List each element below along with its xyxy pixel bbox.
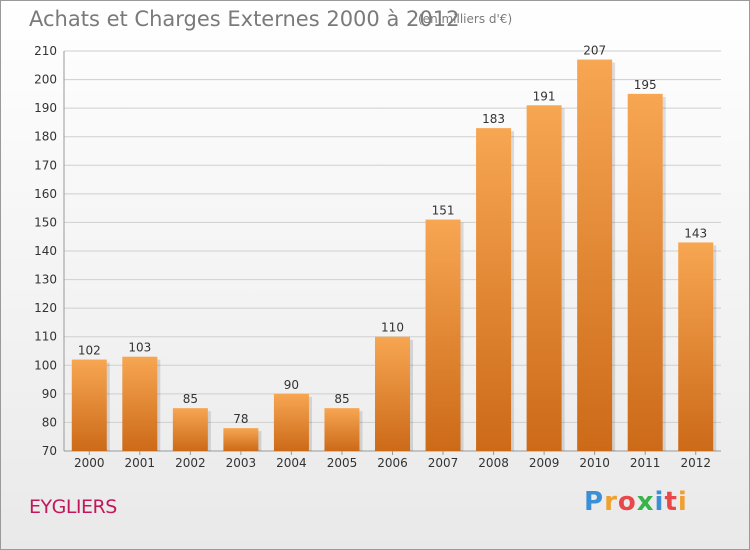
logo-letter: x <box>636 487 655 517</box>
y-tick-label: 180 <box>34 130 57 144</box>
y-tick-label: 170 <box>34 158 57 172</box>
y-tick-label: 140 <box>34 244 57 258</box>
bar <box>122 356 158 451</box>
chart-title: Achats et Charges Externes 2000 à 2012 <box>29 7 460 31</box>
y-tick-label: 130 <box>34 273 57 287</box>
bar <box>223 428 259 451</box>
data-label: 110 <box>381 321 404 335</box>
data-label: 85 <box>183 392 198 406</box>
bar <box>627 93 663 451</box>
logo-letter: i <box>677 487 688 517</box>
data-label: 207 <box>583 44 606 58</box>
data-label: 102 <box>78 344 101 358</box>
x-tick-label: 2003 <box>226 456 257 470</box>
data-label: 103 <box>128 341 151 355</box>
logo-letter: t <box>664 487 678 517</box>
x-tick-label: 2012 <box>680 456 711 470</box>
x-tick-label: 2010 <box>579 456 610 470</box>
y-tick-label: 100 <box>34 358 57 372</box>
logo-letter: r <box>604 487 618 517</box>
x-tick-label: 2008 <box>478 456 509 470</box>
commune-name: EYGLIERS <box>29 496 117 518</box>
bar <box>375 336 410 451</box>
x-tick-label: 2009 <box>529 456 560 470</box>
y-tick-label: 210 <box>34 44 57 58</box>
data-label: 85 <box>334 392 349 406</box>
x-tick-label: 2011 <box>630 456 661 470</box>
data-label: 90 <box>284 378 299 392</box>
x-tick-label: 2006 <box>377 456 408 470</box>
y-tick-label: 160 <box>34 187 57 201</box>
x-tick-label: 2001 <box>125 456 156 470</box>
bar <box>577 59 613 451</box>
bar <box>476 128 512 451</box>
y-tick-label: 90 <box>42 387 57 401</box>
x-tick-label: 2005 <box>327 456 358 470</box>
data-label: 183 <box>482 112 505 126</box>
bar <box>678 242 714 451</box>
x-tick-label: 2004 <box>276 456 307 470</box>
logo-letter: o <box>617 487 637 517</box>
bar <box>324 408 360 451</box>
data-label: 143 <box>684 226 707 240</box>
bar <box>526 105 562 452</box>
bar <box>273 393 309 451</box>
data-label: 151 <box>432 204 455 218</box>
y-tick-label: 80 <box>42 415 57 429</box>
bar <box>172 408 208 451</box>
y-tick-label: 110 <box>34 330 57 344</box>
y-tick-label: 190 <box>34 101 57 115</box>
chart-unit-label: (en milliers d'€) <box>418 12 513 26</box>
x-tick-label: 2007 <box>428 456 459 470</box>
logo-letter: P <box>584 487 605 517</box>
y-tick-label: 70 <box>42 444 57 458</box>
bar <box>425 219 461 451</box>
x-tick-label: 2002 <box>175 456 206 470</box>
logo-letter: i <box>654 487 665 517</box>
y-tick-label: 150 <box>34 215 57 229</box>
y-tick-label: 120 <box>34 301 57 315</box>
x-tick-label: 2000 <box>74 456 105 470</box>
y-tick-label: 200 <box>34 73 57 87</box>
bar <box>71 359 107 451</box>
data-label: 191 <box>533 89 556 103</box>
data-label: 195 <box>634 78 657 92</box>
proxiti-logo: Proxiti <box>584 487 688 517</box>
data-label: 78 <box>233 412 248 426</box>
